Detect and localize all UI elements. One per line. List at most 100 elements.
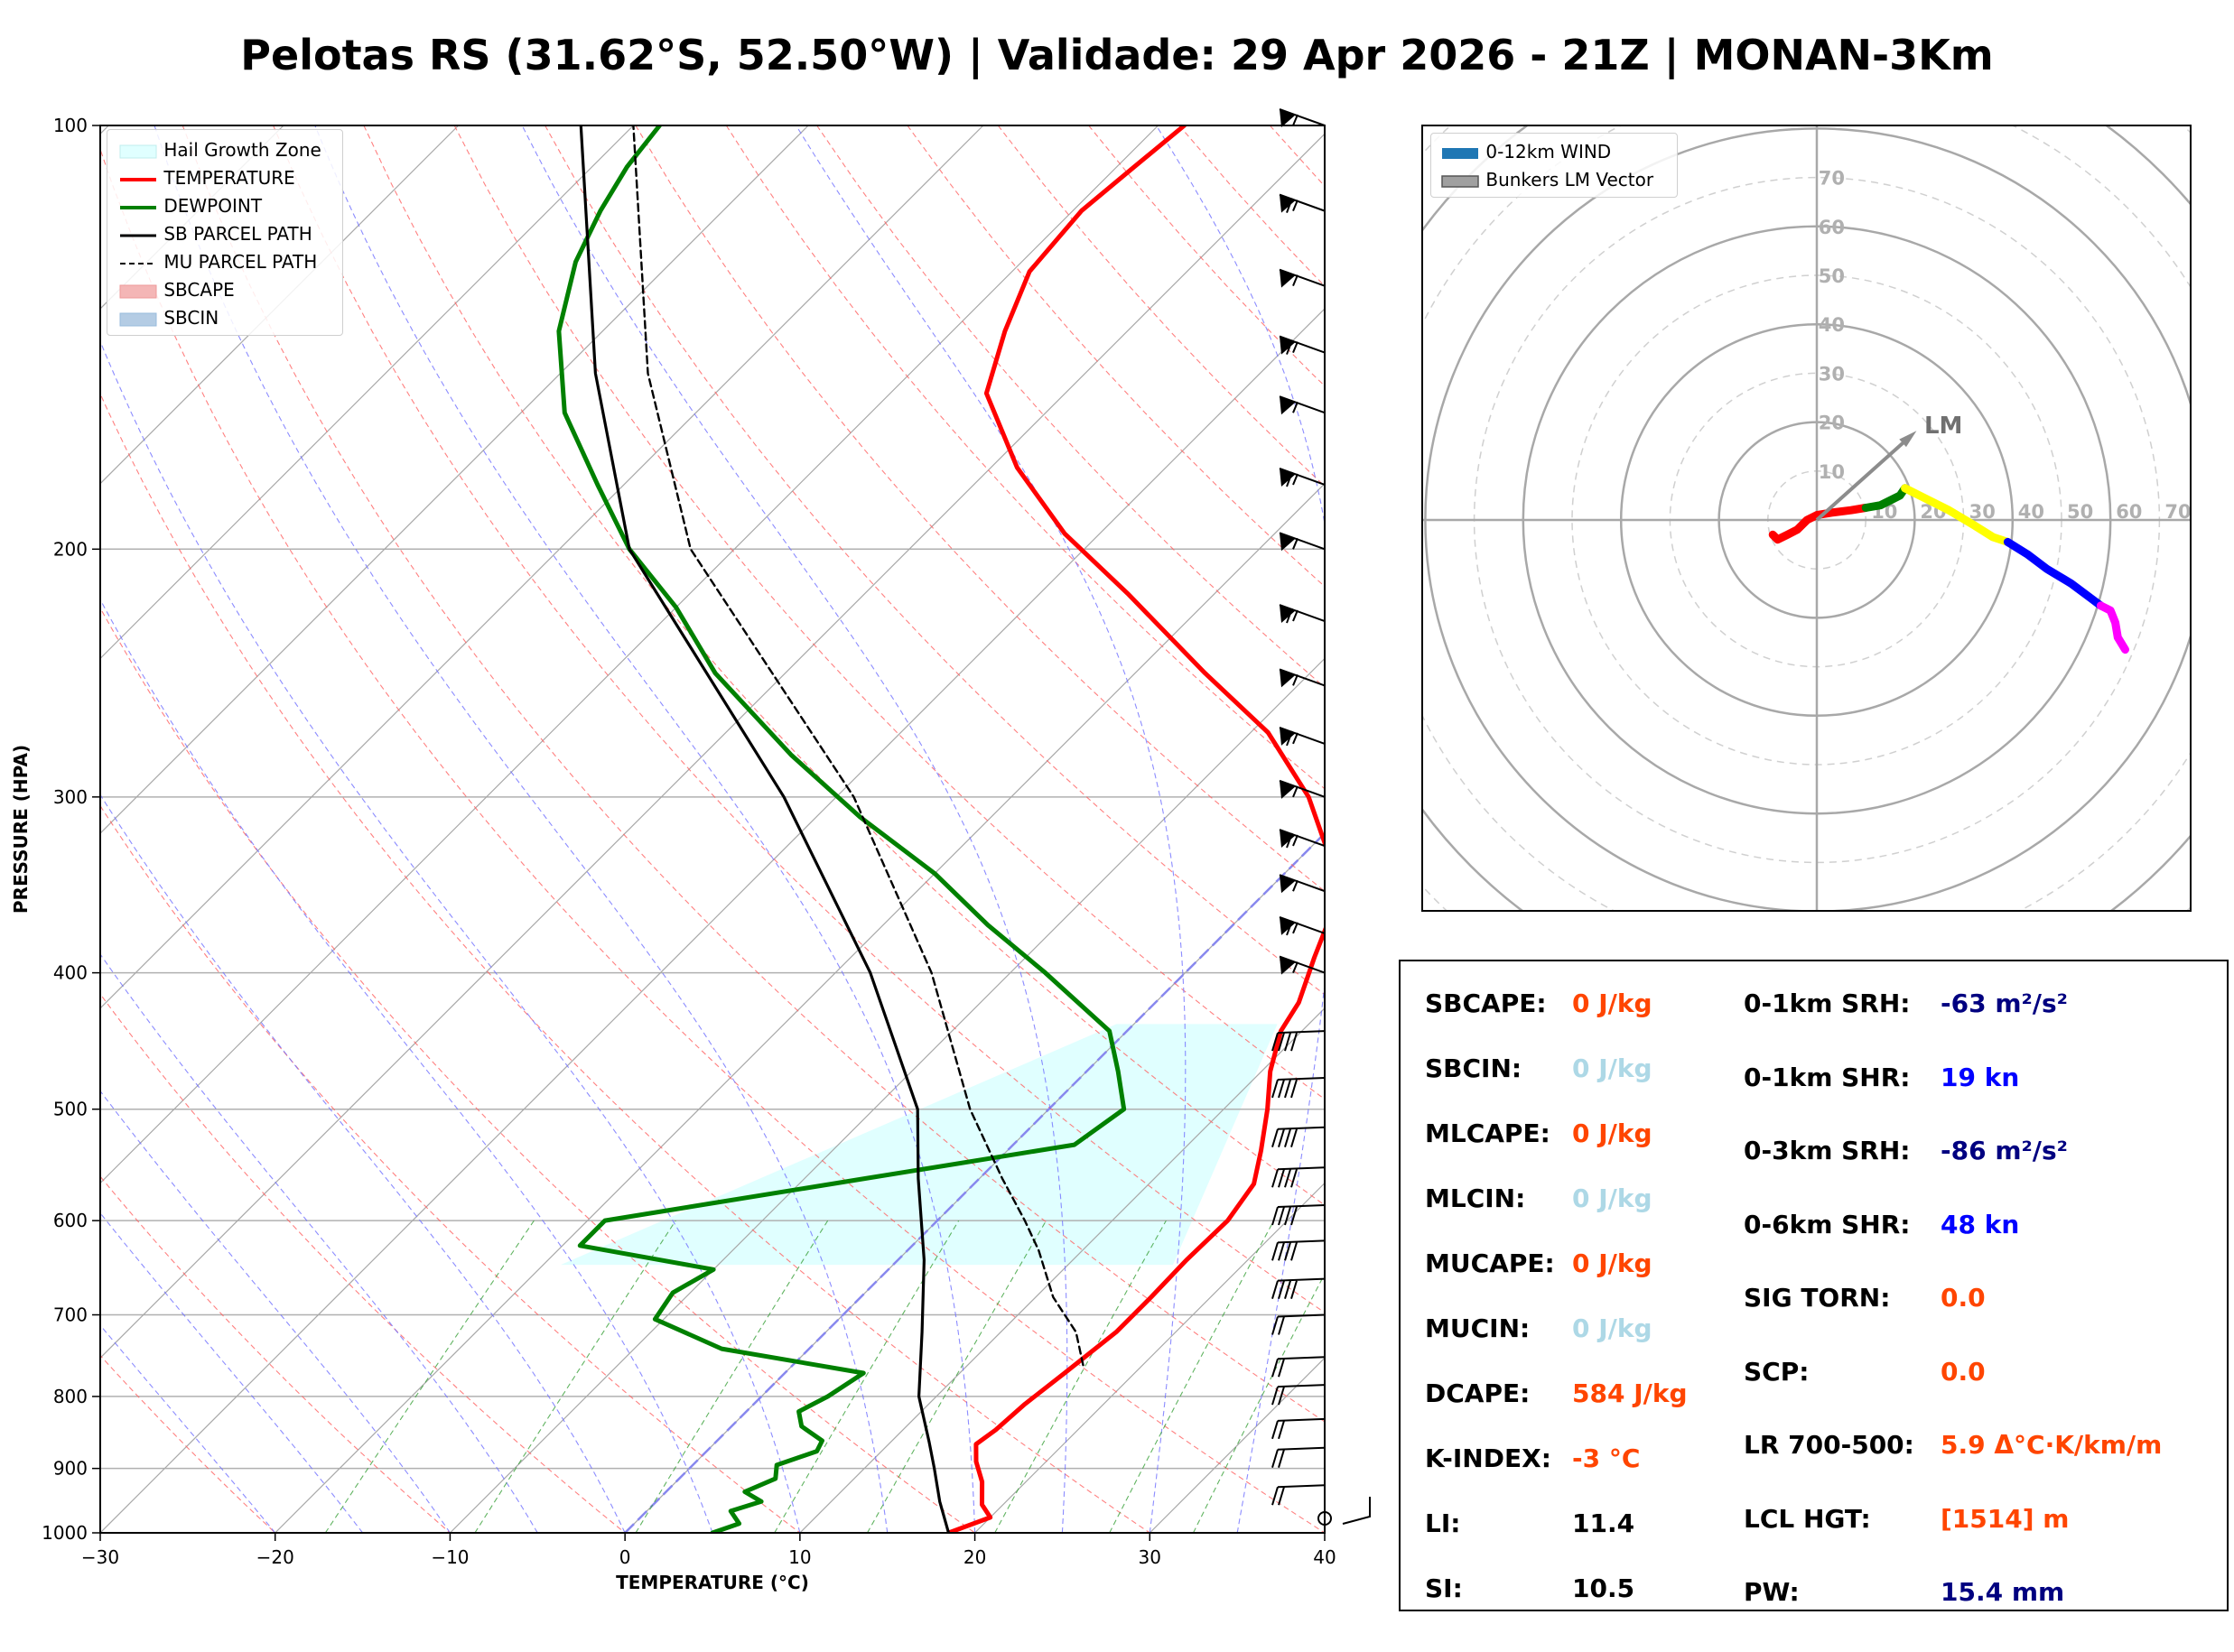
moist-adiabat: [100, 599, 713, 1533]
barb-pennant: [1280, 533, 1296, 552]
mixing-ratio-line: [994, 1220, 1167, 1533]
barb-feather: [1286, 832, 1293, 849]
barb-feather: [1292, 609, 1299, 622]
barb-feather: [1284, 1032, 1291, 1052]
barb-feather: [1284, 1242, 1291, 1261]
index-label: 0-1km SHR:: [1744, 1062, 1911, 1092]
moist-adiabat: [100, 339, 801, 1533]
barb-feather: [1292, 732, 1299, 745]
barb-staff: [1277, 1446, 1326, 1451]
index-label: 0-1km SRH:: [1744, 988, 1911, 1018]
index-label: SIG TORN:: [1744, 1283, 1891, 1313]
wind-barb: [1317, 1497, 1371, 1526]
skew-t-legend: Hail Growth Zone TEMPERATURE DEWPOINT SB…: [107, 129, 343, 336]
barb-feather: [1290, 1032, 1298, 1052]
moist-adiabat: [100, 1211, 364, 1533]
index-value: 0.0: [1941, 1356, 1986, 1387]
barb-feather: [1271, 1420, 1279, 1440]
ring-label-x: 40: [2018, 501, 2044, 523]
y-tick-label: 400: [53, 962, 88, 984]
barb-feather: [1271, 1280, 1279, 1299]
index-value: 0 J/kg: [1572, 1118, 1652, 1148]
barb-feather: [1278, 1386, 1285, 1406]
mu-parcel-path-line: [632, 125, 1084, 1367]
ring-label-y: 40: [1819, 314, 1845, 336]
barb-feather: [1278, 1358, 1285, 1378]
chart-title: Pelotas RS (31.62°S, 52.50°W) | Validade…: [240, 31, 1994, 79]
x-tick-label: −10: [431, 1546, 469, 1568]
barb-feather: [1292, 834, 1299, 847]
barb-feather: [1286, 730, 1293, 747]
barb-feather: [1271, 1386, 1279, 1406]
legend-item: SB PARCEL PATH: [118, 223, 312, 245]
isotherm: [450, 657, 1325, 1533]
dry-adiabat: [100, 804, 801, 1533]
barb-feather: [1278, 1128, 1285, 1147]
wind-barb: [1279, 955, 1326, 975]
wind-barb: [1279, 874, 1326, 894]
wind-barb: [1271, 1203, 1326, 1226]
barb-feather: [1271, 1486, 1279, 1506]
isotherm: [275, 482, 1325, 1533]
wind-barb: [1279, 193, 1326, 213]
y-tick-label: 700: [53, 1304, 88, 1326]
index-value: 10.5: [1572, 1573, 1635, 1603]
x-tick-label: −30: [81, 1546, 119, 1568]
barb-staff: [1277, 1076, 1326, 1081]
barb-feather: [1278, 1032, 1285, 1052]
mixing-ratio-line: [474, 1220, 676, 1533]
x-axis-label: TEMPERATURE (°C): [616, 1572, 809, 1593]
moist-adiabat: [314, 125, 976, 1533]
legend-label: Bunkers LM Vector: [1485, 169, 1654, 190]
hodograph-segment: [2096, 601, 2129, 654]
index-label: PW:: [1744, 1577, 1800, 1607]
legend-item: SBCIN: [118, 307, 219, 329]
barb-pennant: [1280, 669, 1296, 688]
mixing-ratio-line: [324, 1220, 535, 1533]
barb-staff: [1277, 1126, 1326, 1130]
index-label: 0-6km SHR:: [1744, 1209, 1911, 1239]
bunkers-lm-vector: [1815, 435, 1912, 522]
legend-label: SBCAPE: [163, 279, 235, 301]
y-tick-label: 200: [53, 538, 88, 560]
barb-staff: [1342, 1497, 1371, 1525]
moist-adiabat: [1156, 125, 1325, 1533]
dry-adiabat: [273, 125, 1325, 1313]
index-value: 0 J/kg: [1572, 1183, 1652, 1213]
barb-feather: [1271, 1128, 1279, 1147]
dry-adiabat: [182, 125, 1325, 1423]
barb-pennant: [1280, 269, 1296, 288]
index-value: 15.4 mm: [1941, 1577, 2065, 1607]
index-label: LR 700-500:: [1744, 1430, 1914, 1460]
y-tick-label: 1000: [42, 1522, 88, 1544]
index-label: SBCIN:: [1425, 1053, 1522, 1083]
mixing-ratio-line: [1109, 1220, 1275, 1533]
barb-feather: [1271, 1358, 1279, 1378]
barb-feather: [1290, 1280, 1298, 1299]
barb-feather: [1271, 1032, 1279, 1052]
x-tick-label: 10: [788, 1546, 811, 1568]
dry-adiabat: [100, 607, 975, 1533]
index-label: SCP:: [1744, 1356, 1810, 1387]
wind-barb: [1271, 1446, 1326, 1468]
index-value: 0 J/kg: [1572, 1248, 1652, 1278]
y-tick-label: 100: [53, 115, 88, 136]
ring-label-x: 50: [2067, 501, 2093, 523]
x-tick-label: 0: [619, 1546, 631, 1568]
sb-parcel-path-line: [579, 125, 951, 1533]
ring-label-y: 70: [1819, 168, 1845, 190]
barb-staff: [1277, 1203, 1326, 1208]
index-value: 0.0: [1941, 1283, 1986, 1313]
isotherm: [100, 125, 460, 485]
barb-feather: [1278, 1486, 1285, 1506]
wind-barb: [1271, 1384, 1326, 1406]
y-tick-label: 900: [53, 1458, 88, 1480]
y-tick-label: 500: [53, 1099, 88, 1120]
barb-feather: [1286, 339, 1293, 355]
barb-staff: [1277, 1417, 1326, 1422]
mixing-ratio-line: [635, 1220, 829, 1533]
x-tick-label: 40: [1313, 1546, 1336, 1568]
dry-adiabat: [545, 125, 1325, 996]
dry-adiabat: [453, 125, 1325, 1100]
